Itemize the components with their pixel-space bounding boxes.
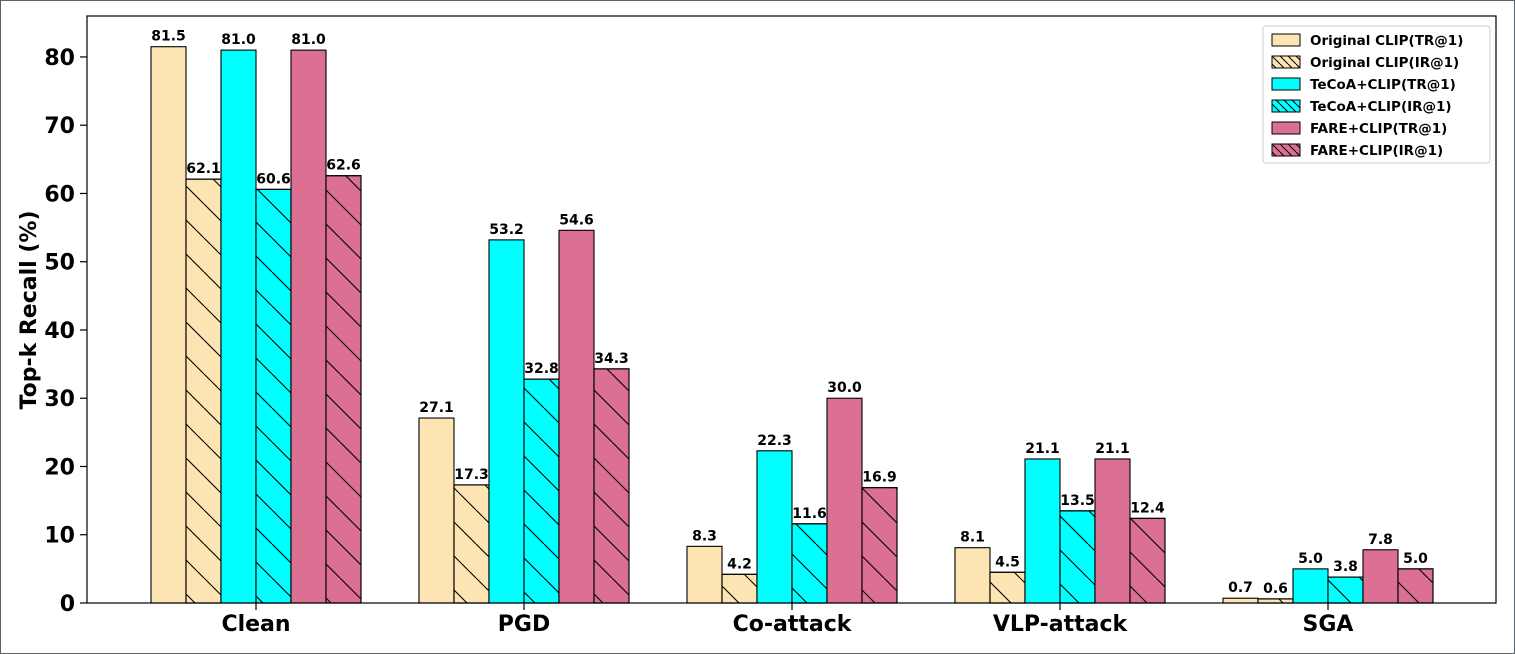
bar xyxy=(418,417,455,604)
data-label: 4.2 xyxy=(727,556,752,572)
data-label: 8.3 xyxy=(692,528,717,544)
data-label: 60.6 xyxy=(256,171,291,187)
bar xyxy=(826,397,863,604)
bar xyxy=(954,547,991,604)
bar xyxy=(1362,549,1399,604)
bar-hatch xyxy=(1327,576,1364,604)
bar xyxy=(1094,458,1131,604)
legend-label: Original CLIP(TR@1) xyxy=(1310,33,1463,49)
data-label: 27.1 xyxy=(419,400,454,416)
data-label: 5.0 xyxy=(1298,551,1323,567)
bar xyxy=(1222,597,1259,604)
data-label: 8.1 xyxy=(960,530,985,546)
bar xyxy=(488,239,525,604)
y-tick-label: 80 xyxy=(44,46,75,71)
legend-swatch-hatch xyxy=(1271,99,1301,113)
legend-swatch-hatch xyxy=(1271,55,1301,69)
y-tick-label: 50 xyxy=(44,251,75,276)
legend-swatch xyxy=(1271,77,1301,91)
legend-label: FARE+CLIP(IR@1) xyxy=(1310,143,1443,159)
legend-label: Original CLIP(IR@1) xyxy=(1310,55,1459,71)
bar-hatch xyxy=(1397,568,1434,604)
data-label: 0.6 xyxy=(1263,581,1288,597)
bar-hatch xyxy=(523,378,560,604)
legend-label: FARE+CLIP(TR@1) xyxy=(1310,121,1447,137)
bar-hatch xyxy=(593,368,630,604)
bar xyxy=(1024,458,1061,604)
y-tick-label: 0 xyxy=(60,592,75,617)
bar-hatch xyxy=(1129,517,1166,604)
data-label: 17.3 xyxy=(454,467,489,483)
x-tick-label: Clean xyxy=(221,612,290,637)
y-tick-label: 30 xyxy=(44,387,75,412)
data-label: 21.1 xyxy=(1025,441,1060,457)
y-tick-label: 20 xyxy=(44,455,75,480)
data-label: 81.5 xyxy=(151,29,186,45)
bar-hatch xyxy=(255,188,292,604)
legend-swatch xyxy=(1271,121,1301,135)
data-label: 5.0 xyxy=(1403,551,1428,567)
data-label: 12.4 xyxy=(1130,500,1165,516)
bar xyxy=(220,49,257,604)
bar-hatch xyxy=(791,523,828,604)
bar xyxy=(756,450,793,604)
data-label: 3.8 xyxy=(1333,559,1358,575)
y-tick-label: 10 xyxy=(44,524,75,549)
bar-hatch xyxy=(989,571,1026,604)
y-axis-label: Top-k Recall (%) xyxy=(17,210,42,409)
bar xyxy=(558,229,595,604)
legend-label: TeCoA+CLIP(TR@1) xyxy=(1310,77,1456,93)
data-label: 13.5 xyxy=(1060,493,1095,509)
data-label: 81.0 xyxy=(221,32,256,48)
y-tick-label: 70 xyxy=(44,114,75,139)
data-label: 32.8 xyxy=(524,361,559,377)
y-tick-label: 40 xyxy=(44,319,75,344)
data-label: 4.5 xyxy=(995,554,1020,570)
bar xyxy=(1292,568,1329,604)
data-label: 34.3 xyxy=(594,351,629,367)
bar-hatch xyxy=(721,573,758,604)
data-label: 62.1 xyxy=(186,161,221,177)
legend-swatch-hatch xyxy=(1271,143,1301,157)
data-label: 81.0 xyxy=(291,32,326,48)
data-label: 30.0 xyxy=(827,380,862,396)
data-label: 54.6 xyxy=(559,212,594,228)
legend-swatch xyxy=(1271,33,1301,47)
data-label: 22.3 xyxy=(757,433,792,449)
y-tick-label: 60 xyxy=(44,182,75,207)
data-label: 21.1 xyxy=(1095,441,1130,457)
x-tick-label: VLP-attack xyxy=(993,612,1129,637)
data-label: 53.2 xyxy=(489,222,524,238)
x-tick-label: PGD xyxy=(498,612,550,637)
x-tick-label: SGA xyxy=(1303,612,1354,637)
legend-label: TeCoA+CLIP(IR@1) xyxy=(1310,99,1452,115)
bar-hatch xyxy=(1059,510,1096,604)
data-label: 16.9 xyxy=(862,470,897,486)
bar-hatch xyxy=(453,484,490,604)
bar xyxy=(686,545,723,604)
x-tick-label: Co-attack xyxy=(733,612,853,637)
bar-hatch xyxy=(325,175,362,604)
legend-box xyxy=(1262,25,1491,164)
bar-hatch xyxy=(861,487,898,604)
data-label: 11.6 xyxy=(792,506,827,522)
data-label: 7.8 xyxy=(1368,532,1393,548)
bar-hatch xyxy=(185,178,222,604)
bar xyxy=(290,49,327,604)
data-label: 0.7 xyxy=(1228,580,1253,596)
data-label: 62.6 xyxy=(326,158,361,174)
bar-hatch xyxy=(1257,598,1294,604)
bar xyxy=(150,46,187,604)
